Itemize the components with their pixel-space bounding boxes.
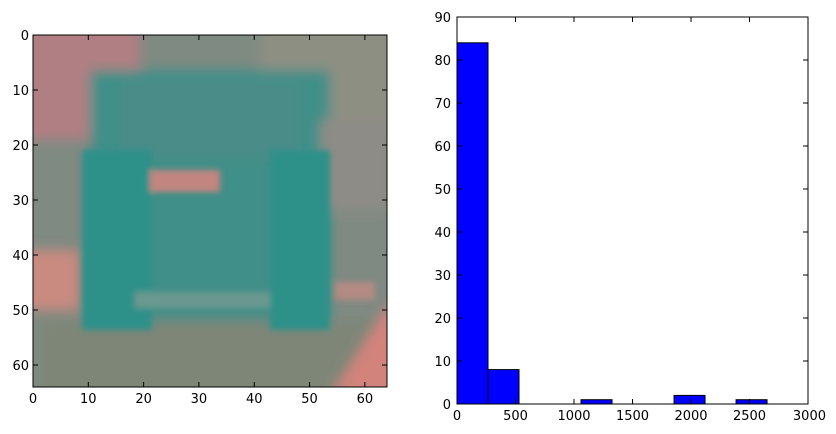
histogram-x-tick-label: 0 bbox=[453, 409, 461, 424]
image-panel: 0 10 20 30 40 50 60 0 10 20 30 40 50 60 bbox=[12, 29, 388, 407]
histogram-bar-1 bbox=[487, 369, 520, 405]
histogram-y-tick-label: 20 bbox=[434, 312, 451, 327]
image-y-tick-label: 20 bbox=[12, 139, 29, 154]
histogram-x-tick-label: 1000 bbox=[557, 409, 590, 424]
histogram-y-tick-label: 30 bbox=[434, 269, 451, 284]
image-y-tick-label: 50 bbox=[12, 304, 29, 319]
histogram-bars bbox=[456, 42, 768, 405]
image-x-tick-label: 30 bbox=[191, 392, 208, 407]
histogram-x-tick-label: 3000 bbox=[793, 409, 826, 424]
histogram-y-tick-label: 60 bbox=[434, 140, 451, 155]
histogram-y-ticks: 0 10 20 30 40 50 60 70 80 90 bbox=[434, 11, 808, 413]
histogram-x-ticks: 0 500 1000 1500 2000 2500 3000 bbox=[453, 17, 826, 424]
histogram-y-tick-label: 50 bbox=[434, 183, 451, 198]
image-y-tick-label: 60 bbox=[12, 359, 29, 374]
histogram-panel: 0 500 1000 1500 2000 2500 3000 0 10 20 30 40 50 60 70… bbox=[434, 11, 826, 424]
image-y-tick-label: 30 bbox=[12, 194, 29, 209]
histogram-y-tick-label: 80 bbox=[434, 54, 451, 69]
image-y-tick-label: 40 bbox=[12, 249, 29, 264]
image-x-tick-label: 40 bbox=[246, 392, 263, 407]
image-x-tick-label: 50 bbox=[301, 392, 318, 407]
histogram-y-tick-label: 90 bbox=[434, 11, 451, 26]
histogram-y-tick-label: 0 bbox=[443, 398, 451, 413]
histogram-bar-4 bbox=[580, 399, 613, 405]
image-x-ticks: 0 10 20 30 40 50 60 bbox=[29, 35, 373, 407]
histogram-bar-7 bbox=[673, 394, 706, 405]
image-axes-frame bbox=[32, 34, 388, 388]
histogram-x-tick-label: 2000 bbox=[674, 409, 707, 424]
histogram-x-tick-label: 1500 bbox=[616, 409, 649, 424]
histogram-y-tick-label: 10 bbox=[434, 355, 451, 370]
histogram-y-tick-label: 40 bbox=[434, 226, 451, 241]
histogram-x-tick-label: 2500 bbox=[733, 409, 766, 424]
image-x-tick-label: 10 bbox=[80, 392, 97, 407]
histogram-y-tick-label: 70 bbox=[434, 97, 451, 112]
car-image bbox=[33, 35, 387, 387]
image-x-tick-label: 0 bbox=[29, 392, 37, 407]
image-x-tick-label: 20 bbox=[135, 392, 152, 407]
histogram-x-tick-label: 500 bbox=[503, 409, 528, 424]
histogram-bar-9 bbox=[735, 399, 768, 405]
image-x-tick-label: 60 bbox=[357, 392, 374, 407]
image-y-tick-label: 0 bbox=[21, 29, 29, 44]
image-y-ticks: 0 10 20 30 40 50 60 bbox=[12, 29, 387, 374]
histogram-background bbox=[457, 17, 808, 404]
image-y-tick-label: 10 bbox=[12, 84, 29, 99]
histogram-bar-0 bbox=[456, 42, 489, 405]
